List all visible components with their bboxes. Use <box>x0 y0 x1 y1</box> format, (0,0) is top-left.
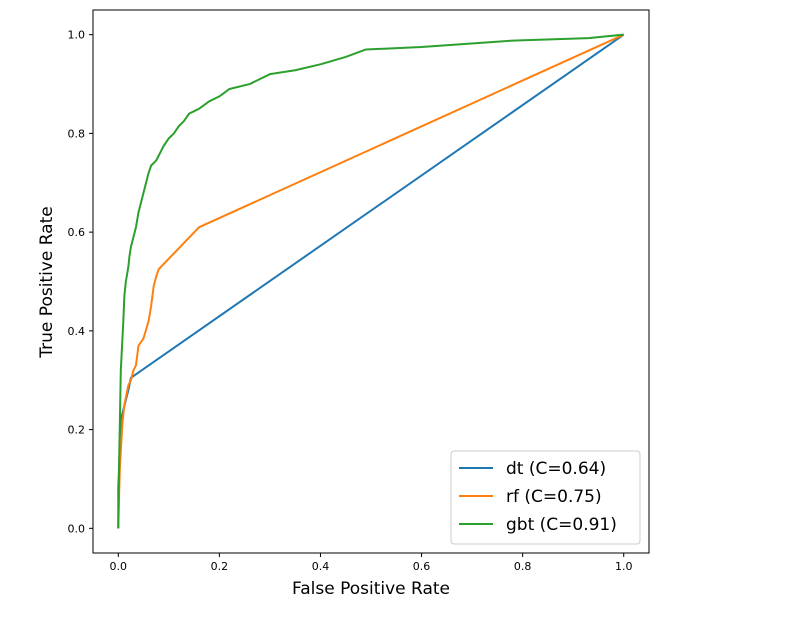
y-tick-label: 1.0 <box>68 29 86 42</box>
x-tick-label: 0.0 <box>110 560 128 573</box>
series-line-2 <box>117 33 624 529</box>
x-tick-label: 0.6 <box>413 560 431 573</box>
legend-label-rf: rf (C=0.75) <box>506 487 602 507</box>
y-tick-label: 0.4 <box>68 325 86 338</box>
legend: dt (C=0.64) rf (C=0.75) gbt (C=0.91) <box>450 450 641 545</box>
legend-label-gbt: gbt (C=0.91) <box>506 515 617 535</box>
x-axis-label: False Positive Rate <box>292 579 450 599</box>
y-tick-label: 0.0 <box>68 522 86 535</box>
x-tick-label: 1.0 <box>615 560 633 573</box>
legend-label-dt: dt (C=0.64) <box>506 459 606 479</box>
series-line-1 <box>117 33 625 529</box>
y-axis-ticks: 0.0 0.2 0.4 0.6 0.8 1.0 <box>68 29 93 535</box>
plot-frame <box>92 9 650 554</box>
x-tick-label: 0.4 <box>312 560 330 573</box>
x-tick-label: 0.8 <box>514 560 532 573</box>
y-tick-label: 0.8 <box>68 127 86 140</box>
y-tick-label: 0.6 <box>68 226 86 239</box>
series-layer <box>117 33 625 529</box>
y-axis-label: True Positive Rate <box>37 206 57 358</box>
x-tick-label: 0.2 <box>211 560 229 573</box>
y-tick-label: 0.2 <box>68 424 86 437</box>
legend-box <box>450 450 641 545</box>
x-axis-ticks: 0.0 0.2 0.4 0.6 0.8 1.0 <box>110 553 633 573</box>
